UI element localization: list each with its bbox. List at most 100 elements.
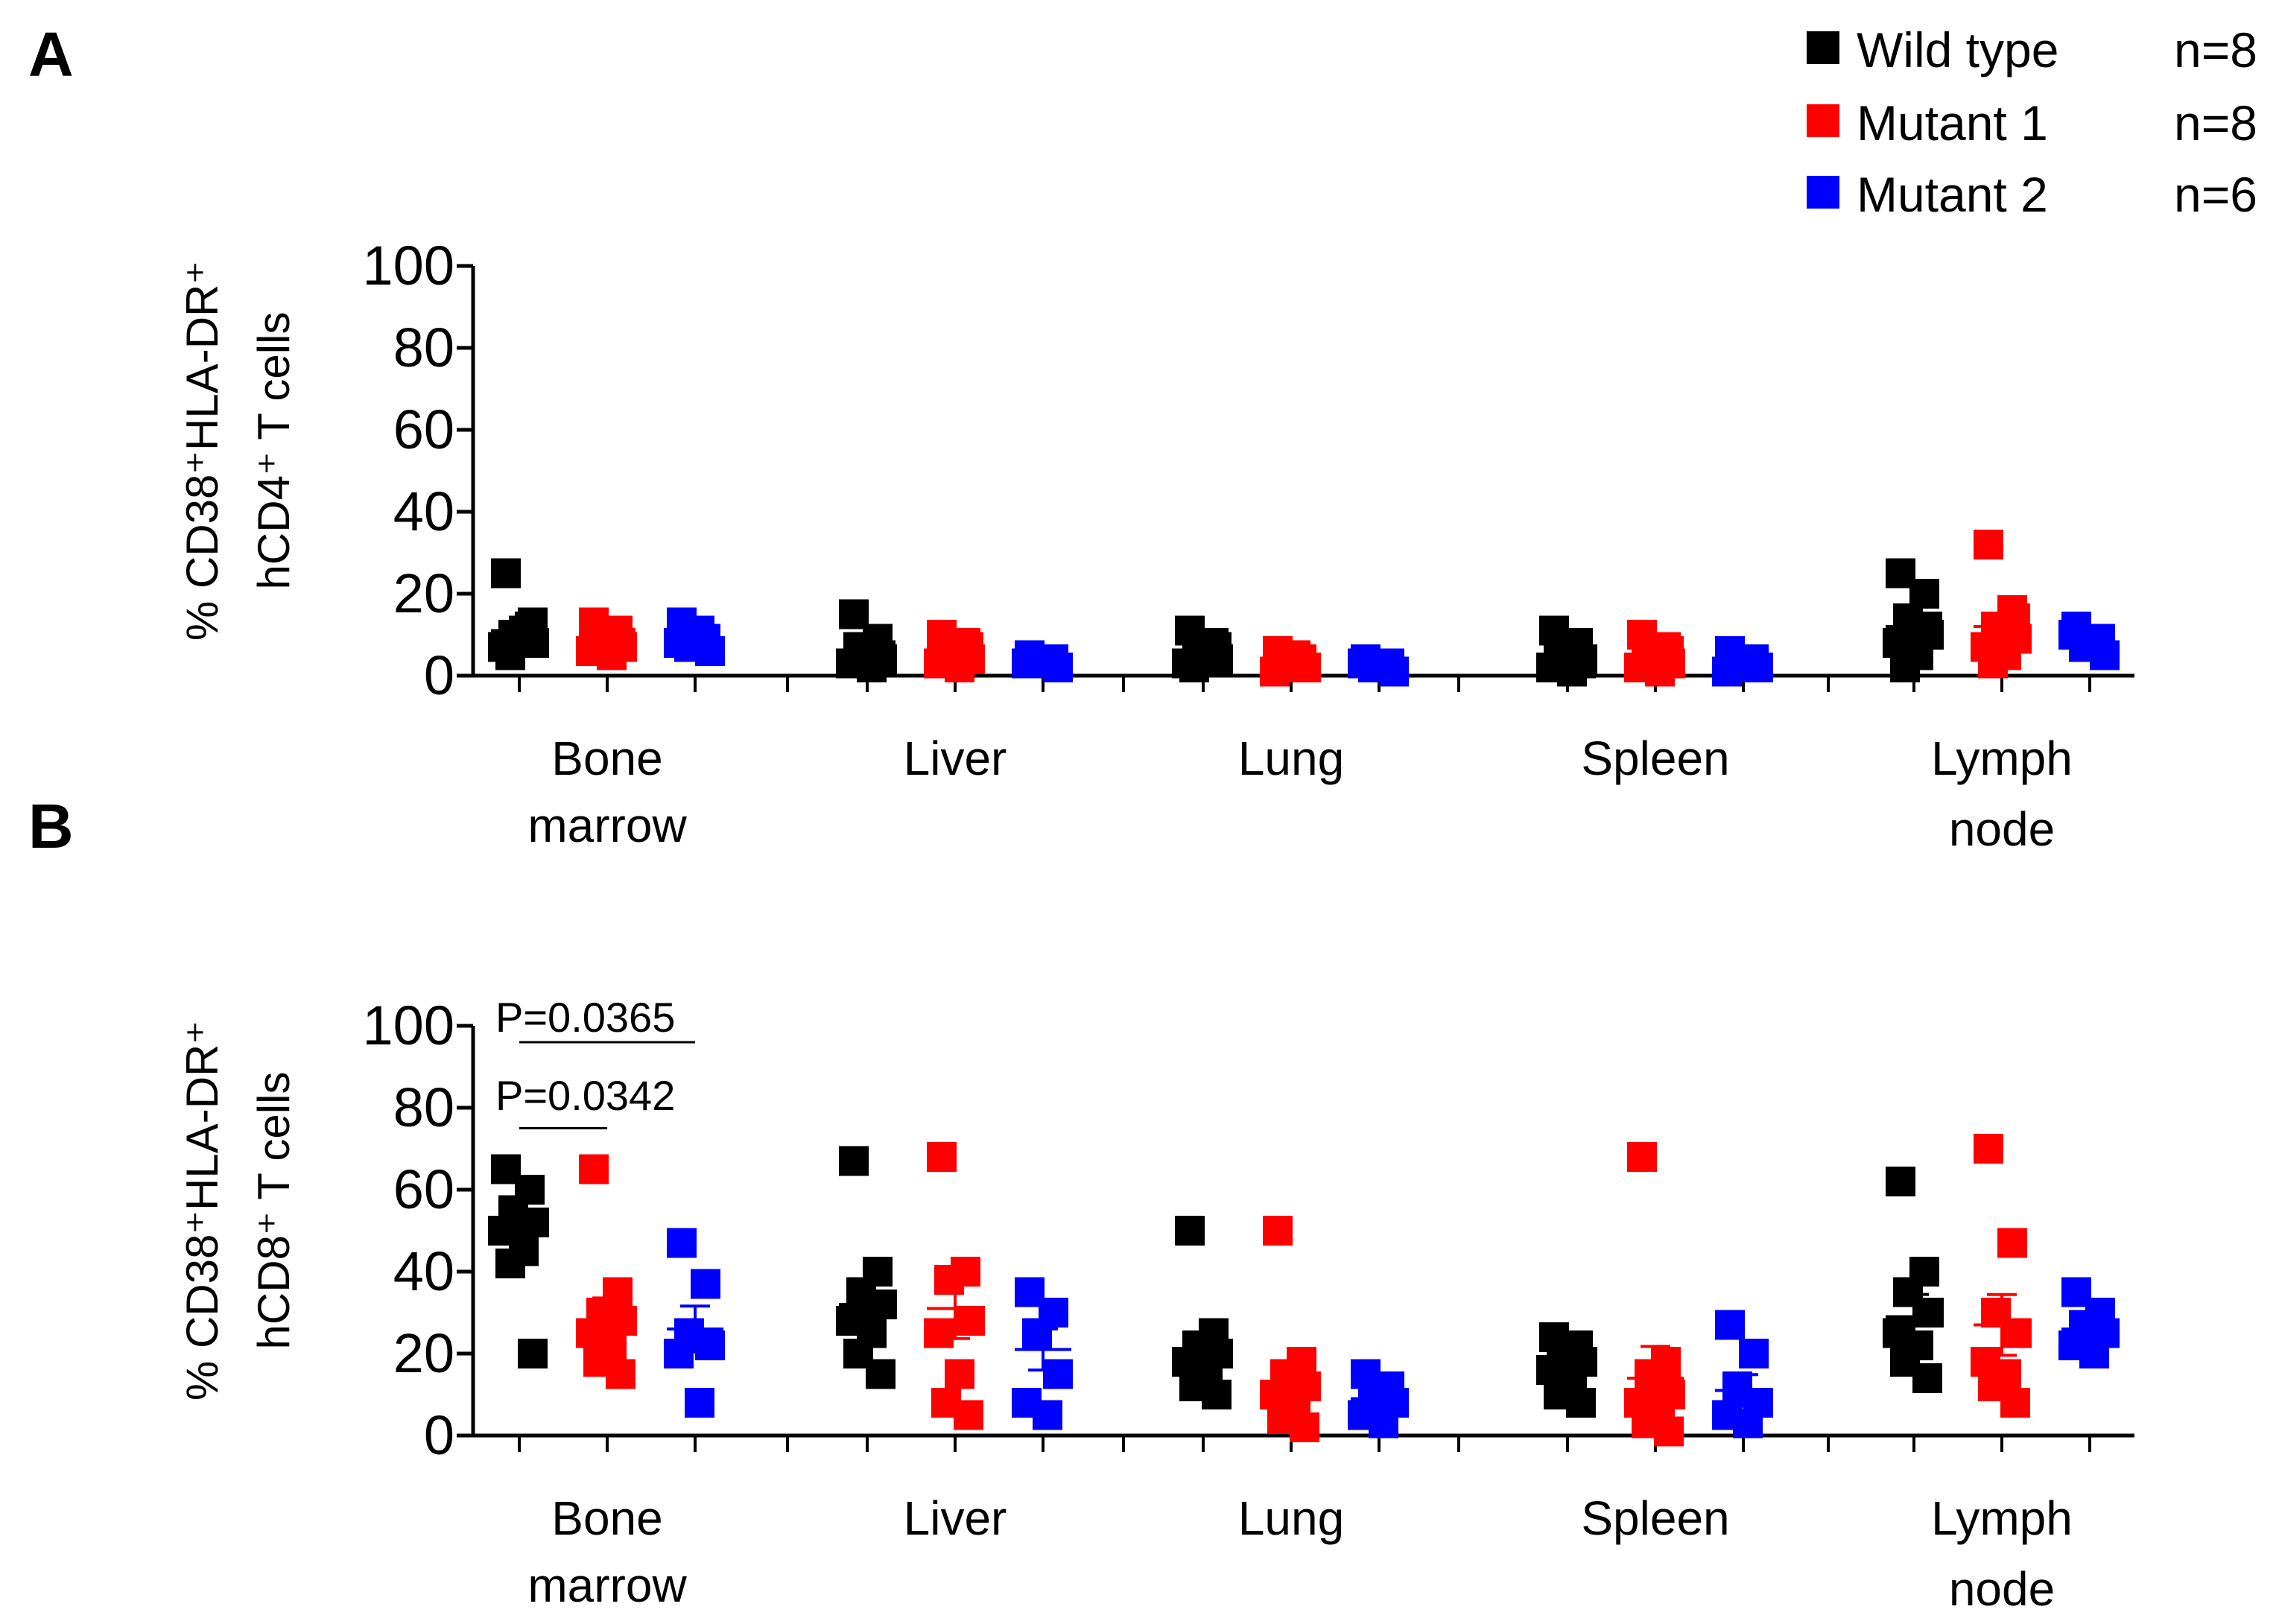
legend-n-mutant-2: n=6 xyxy=(2174,167,2257,222)
panel-b-ytick-label-60: 60 xyxy=(393,1158,454,1220)
panel-a-ytick-label-40: 40 xyxy=(393,480,454,542)
panel-b-point-mutant-1-c3-0 xyxy=(1627,1142,1657,1172)
panel-b-point-mutant-1-c3-7 xyxy=(1654,1416,1684,1447)
legend-label-wild-type: Wild type xyxy=(1857,22,2058,77)
panel-a-point-mutant-1-c4-0 xyxy=(1974,530,2003,559)
panel-b-point-mutant-2-c0-0 xyxy=(667,1228,697,1258)
panel-b-point-mutant-2-c0-4 xyxy=(664,1339,694,1368)
legend-label-mutant-2: Mutant 2 xyxy=(1857,167,2048,222)
panel-a-ylabel-line2: hCD4⁺ T cells xyxy=(249,312,299,590)
legend-swatch-wild-type xyxy=(1807,31,1839,64)
panel-b-point-mutant-2-c0-3 xyxy=(695,1330,725,1360)
panel-a-cat-label-bone: Bone xyxy=(551,732,662,785)
panel-label-b: B xyxy=(28,791,74,861)
panel-a-ytick-label-0: 0 xyxy=(424,644,454,706)
panel-b-point-wild-type-c2-7 xyxy=(1202,1380,1232,1409)
panel-b-cat-label-marrow: marrow xyxy=(527,1558,687,1612)
panel-b-point-mutant-1-c0-7 xyxy=(606,1359,635,1389)
panel-b-point-wild-type-c0-7 xyxy=(518,1339,548,1368)
panel-b-point-mutant-2-c4-5 xyxy=(2079,1339,2109,1368)
panel-a-ytick-label-60: 60 xyxy=(393,399,454,460)
panel-b-point-mutant-1-c1-5 xyxy=(945,1359,974,1389)
panel-a-cat-label-lymph: Lymph xyxy=(1931,732,2073,785)
panel-a-point-wild-type-c0-6 xyxy=(495,640,525,670)
panel-b-point-mutant-1-c1-3 xyxy=(955,1306,985,1336)
panel-b-point-mutant-2-c0-5 xyxy=(685,1388,714,1418)
panel-b-ytick-label-40: 40 xyxy=(393,1240,454,1302)
panel-a-point-mutant-1-c4-7 xyxy=(2000,603,2030,633)
panel-b-point-mutant-1-c4-1 xyxy=(1997,1228,2027,1258)
annotation-p-0342: P=0.0342 xyxy=(495,1072,675,1119)
panel-b-category-labels: Bone marrow Liver Lung Spleen Lymph node xyxy=(527,1491,2073,1616)
panel-b-point-wild-type-c1-0 xyxy=(839,1146,869,1176)
panel-b-point-mutant-1-c1-4 xyxy=(924,1318,954,1348)
panel-b-cat-label-spleen: Spleen xyxy=(1581,1491,1729,1545)
panel-b-point-wild-type-c4-3 xyxy=(1914,1298,1944,1328)
legend-n-mutant-1: n=8 xyxy=(2174,95,2257,150)
panel-b-point-mutant-1-c4-3 xyxy=(2002,1318,2032,1348)
panel-a-point-wild-type-c3-7 xyxy=(1566,648,1596,679)
panel-b-point-mutant-2-c1-2 xyxy=(1022,1318,1052,1348)
panel-b-point-mutant-1-c4-7 xyxy=(2000,1388,2030,1418)
panel-a-point-mutant-1-c4-6 xyxy=(1978,648,2008,679)
panel-a-category-labels: Bone marrow Liver Lung Spleen Lymph node xyxy=(527,732,2073,856)
panel-a-point-mutant-1-c1-7 xyxy=(954,632,983,662)
panel-a-point-wild-type-c4-6 xyxy=(1890,653,1920,682)
panel-b-cat-label-lung: Lung xyxy=(1238,1491,1344,1545)
panel-b-point-mutant-2-c3-0 xyxy=(1715,1310,1745,1340)
panel-a-ytick-label-80: 80 xyxy=(393,317,454,378)
panel-a-point-mutant-2-c0-5 xyxy=(685,615,714,646)
panel-b-point-mutant-1-c0-0 xyxy=(579,1154,609,1184)
panel-b-point-wild-type-c4-0 xyxy=(1886,1167,1915,1196)
annotation-p-0365: P=0.0365 xyxy=(495,994,675,1041)
legend: Wild type n=8 Mutant 1 n=8 Mutant 2 n=6 xyxy=(1807,22,2257,222)
panel-b-ylabel-line2: hCD8⁺ T cells xyxy=(249,1072,299,1350)
panel-b-point-mutant-2-c0-1 xyxy=(691,1269,720,1299)
panel-a-point-mutant-1-c2-7 xyxy=(1290,653,1319,682)
panel-b-ytick-label-80: 80 xyxy=(393,1076,454,1138)
panel-b-point-mutant-1-c1-7 xyxy=(954,1400,983,1430)
panel-a-ytick-label-100: 100 xyxy=(363,235,454,296)
panel-a-plot xyxy=(457,264,2134,692)
panel-a-ytick-labels: 0 20 40 60 80 100 xyxy=(363,235,454,706)
panel-label-a: A xyxy=(28,19,74,89)
panel-b-ytick-labels: 0 20 40 60 80 100 xyxy=(363,995,454,1466)
panel-b-point-wild-type-c4-7 xyxy=(1912,1363,1942,1393)
legend-n-wild-type: n=8 xyxy=(2174,22,2257,77)
panel-b-ytick-label-100: 100 xyxy=(363,995,454,1056)
panel-b-point-mutant-2-c2-5 xyxy=(1369,1408,1398,1439)
panel-b-point-mutant-2-c3-5 xyxy=(1733,1408,1763,1439)
panel-a-point-mutant-1-c3-7 xyxy=(1654,636,1684,666)
legend-swatch-mutant-1 xyxy=(1807,104,1839,137)
panel-b-point-mutant-2-c1-3 xyxy=(1043,1359,1073,1389)
panel-a-ylabel-line1: % CD38⁺HLA-DR⁺ xyxy=(177,261,227,641)
panel-b-plot xyxy=(457,1024,2134,1452)
panel-b-ytick-label-0: 0 xyxy=(424,1404,454,1466)
panel-a-cat-label-liver: Liver xyxy=(904,732,1007,785)
legend-label-mutant-1: Mutant 1 xyxy=(1857,95,2048,150)
legend-swatch-mutant-2 xyxy=(1807,176,1839,209)
panel-b-cat-label-bone: Bone xyxy=(551,1491,662,1545)
panel-b-cat-label-lymph: Lymph xyxy=(1931,1491,2073,1545)
panel-b-point-wild-type-c0-3 xyxy=(519,1208,549,1237)
panel-b-ytick-label-20: 20 xyxy=(393,1322,454,1384)
panel-a-cat-label-lung: Lung xyxy=(1238,732,1344,785)
panel-b-point-wild-type-c1-7 xyxy=(866,1359,896,1389)
panel-b-point-mutant-1-c1-0 xyxy=(927,1142,957,1172)
panel-a-point-wild-type-c0-0 xyxy=(491,558,521,589)
panel-b-point-mutant-1-c4-0 xyxy=(1974,1134,2003,1164)
panel-b-point-mutant-2-c1-5 xyxy=(1033,1400,1062,1430)
panel-b-point-wild-type-c2-0 xyxy=(1175,1216,1205,1246)
panel-a-cat-label-node: node xyxy=(1949,802,2055,856)
panel-b-cat-label-node: node xyxy=(1949,1562,2055,1616)
panel-b-point-mutant-1-c2-7 xyxy=(1290,1412,1319,1442)
panel-b-ylabel-line1: % CD38⁺HLA-DR⁺ xyxy=(177,1021,227,1401)
panel-a-point-mutant-2-c1-5 xyxy=(1033,644,1062,674)
panel-a-ytick-label-20: 20 xyxy=(393,562,454,624)
panel-b-point-mutant-1-c2-0 xyxy=(1263,1216,1293,1246)
panel-b-cat-label-liver: Liver xyxy=(904,1491,1007,1545)
panel-a-cat-label-spleen: Spleen xyxy=(1581,732,1729,785)
panel-a-cat-label-marrow: marrow xyxy=(527,799,687,852)
panel-b-point-mutant-2-c3-1 xyxy=(1739,1339,1769,1368)
